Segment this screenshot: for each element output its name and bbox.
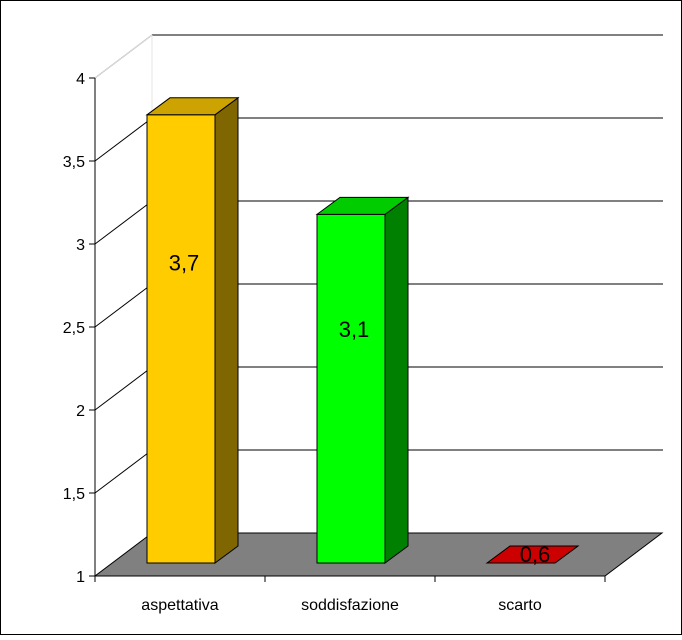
bar-top (315, 196, 410, 215)
data-label: 3,7 (169, 251, 200, 276)
y-tick-label: 2 (76, 403, 85, 420)
gridline-diagonal (94, 200, 153, 245)
bar-aspettativa: 3,7 (145, 96, 240, 564)
gridline-diagonal (94, 283, 153, 328)
bar-side (384, 196, 409, 564)
x-tick-label: scarto (498, 597, 542, 614)
bar-front (316, 213, 386, 564)
x-tick-label: aspettativa (141, 597, 218, 614)
bar-front (146, 114, 216, 564)
data-label: 3,1 (339, 317, 370, 342)
bar-top (485, 545, 580, 564)
y-tick-label: 1 (76, 569, 85, 586)
bar-soddisfazione: 3,1 (315, 196, 410, 564)
data-label: 0,6 (520, 542, 551, 567)
y-tick-label: 3 (76, 237, 85, 254)
bar-scarto: 0,6 (485, 542, 580, 567)
bar-top (145, 97, 240, 116)
gridline-diagonal (94, 449, 153, 494)
axis-layer: 1 1,5 2 2,5 3 3,5 4 aspettativa soddisfazione sca… (63, 71, 606, 614)
x-tick-label: soddisfazione (301, 597, 399, 614)
gridline-diagonal (94, 117, 153, 162)
top-wall-edge (94, 34, 153, 79)
bars-layer: 3,7 3,1 0,6 (145, 96, 580, 567)
gridline-diagonal (94, 366, 153, 411)
bar-side (214, 96, 239, 564)
y-tick-label: 4 (76, 71, 85, 88)
y-tick-label: 3,5 (63, 154, 85, 171)
y-tick-label: 2,5 (63, 320, 85, 337)
y-tick-label: 1,5 (63, 486, 85, 503)
